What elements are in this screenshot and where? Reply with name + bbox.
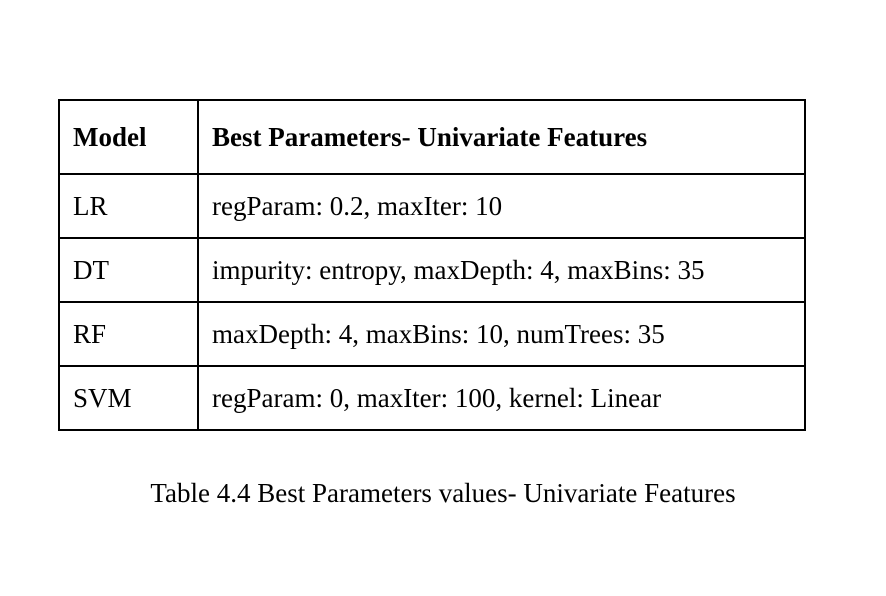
table-row: RF maxDepth: 4, maxBins: 10, numTrees: 3… xyxy=(58,301,806,367)
header-model: Model xyxy=(58,99,199,175)
parameters-table-container: Model Best Parameters- Univariate Featur… xyxy=(58,99,806,431)
model-cell: LR xyxy=(58,173,199,239)
table-row: LR regParam: 0.2, maxIter: 10 xyxy=(58,173,806,239)
parameters-cell: maxDepth: 4, maxBins: 10, numTrees: 35 xyxy=(197,301,806,367)
table-row: SVM regParam: 0, maxIter: 100, kernel: L… xyxy=(58,365,806,431)
parameters-cell: regParam: 0.2, maxIter: 10 xyxy=(197,173,806,239)
parameters-cell: regParam: 0, maxIter: 100, kernel: Linea… xyxy=(197,365,806,431)
table-caption: Table 4.4 Best Parameters values- Univar… xyxy=(150,478,736,508)
parameters-cell: impurity: entropy, maxDepth: 4, maxBins:… xyxy=(197,237,806,303)
model-cell: DT xyxy=(58,237,199,303)
model-cell: SVM xyxy=(58,365,199,431)
header-best-parameters: Best Parameters- Univariate Features xyxy=(197,99,806,175)
best-parameters-table: Model Best Parameters- Univariate Featur… xyxy=(58,99,806,431)
table-row: DT impurity: entropy, maxDepth: 4, maxBi… xyxy=(58,237,806,303)
table-header-row: Model Best Parameters- Univariate Featur… xyxy=(58,99,806,175)
model-cell: RF xyxy=(58,301,199,367)
